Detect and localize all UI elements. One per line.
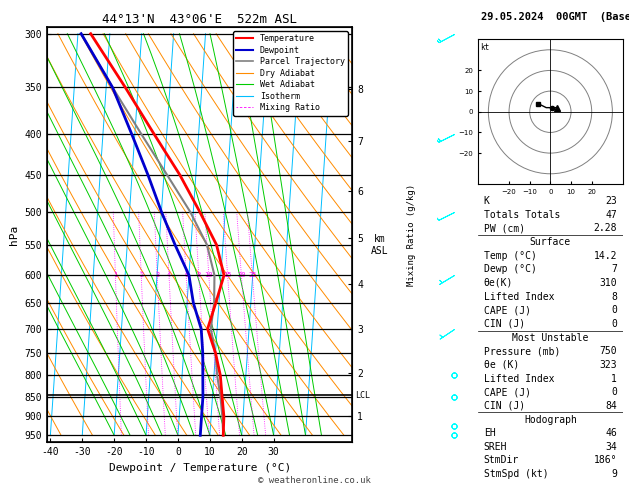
Text: 34: 34 [605, 442, 617, 452]
Text: 6: 6 [184, 272, 188, 278]
Text: CIN (J): CIN (J) [484, 319, 525, 329]
Text: 20: 20 [237, 272, 246, 278]
Text: EH: EH [484, 428, 496, 438]
Y-axis label: hPa: hPa [9, 225, 19, 244]
Text: StmDir: StmDir [484, 455, 519, 466]
Text: 2: 2 [139, 272, 143, 278]
Text: StmSpd (kt): StmSpd (kt) [484, 469, 548, 479]
Text: 9: 9 [611, 469, 617, 479]
Text: Lifted Index: Lifted Index [484, 374, 554, 383]
Text: θe (K): θe (K) [484, 360, 519, 370]
Text: Most Unstable: Most Unstable [512, 332, 589, 343]
Text: 29.05.2024  00GMT  (Base: 06): 29.05.2024 00GMT (Base: 06) [481, 12, 629, 22]
Text: 84: 84 [605, 401, 617, 411]
Text: 2.28: 2.28 [593, 224, 617, 233]
Text: CIN (J): CIN (J) [484, 401, 525, 411]
Text: 14.2: 14.2 [593, 251, 617, 260]
Text: 323: 323 [599, 360, 617, 370]
Text: kt: kt [480, 43, 489, 52]
Text: 750: 750 [599, 346, 617, 356]
Text: Pressure (mb): Pressure (mb) [484, 346, 560, 356]
Text: 0: 0 [611, 305, 617, 315]
Text: 4: 4 [167, 272, 171, 278]
Text: 1: 1 [113, 272, 118, 278]
X-axis label: Dewpoint / Temperature (°C): Dewpoint / Temperature (°C) [109, 463, 291, 473]
Text: 46: 46 [605, 428, 617, 438]
Text: CAPE (J): CAPE (J) [484, 305, 531, 315]
Text: Mixing Ratio (g/kg): Mixing Ratio (g/kg) [408, 183, 416, 286]
Text: CAPE (J): CAPE (J) [484, 387, 531, 397]
Text: 7: 7 [611, 264, 617, 274]
Text: K: K [484, 196, 490, 206]
Text: 47: 47 [605, 210, 617, 220]
Text: 0: 0 [611, 387, 617, 397]
Text: Surface: Surface [530, 237, 571, 247]
Text: 23: 23 [605, 196, 617, 206]
Text: 0: 0 [611, 319, 617, 329]
Text: 310: 310 [599, 278, 617, 288]
Text: 8: 8 [197, 272, 201, 278]
Text: PW (cm): PW (cm) [484, 224, 525, 233]
Text: 15: 15 [223, 272, 232, 278]
Text: © weatheronline.co.uk: © weatheronline.co.uk [258, 476, 371, 485]
Title: 44°13'N  43°06'E  522m ASL: 44°13'N 43°06'E 522m ASL [102, 13, 298, 26]
Text: LCL: LCL [355, 391, 370, 400]
Legend: Temperature, Dewpoint, Parcel Trajectory, Dry Adiabat, Wet Adiabat, Isotherm, Mi: Temperature, Dewpoint, Parcel Trajectory… [233, 31, 348, 116]
Text: 186°: 186° [593, 455, 617, 466]
Text: 1: 1 [611, 374, 617, 383]
Text: Totals Totals: Totals Totals [484, 210, 560, 220]
Text: Lifted Index: Lifted Index [484, 292, 554, 302]
Text: Dewp (°C): Dewp (°C) [484, 264, 537, 274]
Text: 25: 25 [248, 272, 257, 278]
Text: 10: 10 [204, 272, 213, 278]
Text: 8: 8 [611, 292, 617, 302]
Text: Hodograph: Hodograph [524, 415, 577, 425]
Text: Temp (°C): Temp (°C) [484, 251, 537, 260]
Text: SREH: SREH [484, 442, 508, 452]
Text: 3: 3 [155, 272, 159, 278]
Text: θe(K): θe(K) [484, 278, 513, 288]
Y-axis label: km
ASL: km ASL [371, 235, 389, 256]
